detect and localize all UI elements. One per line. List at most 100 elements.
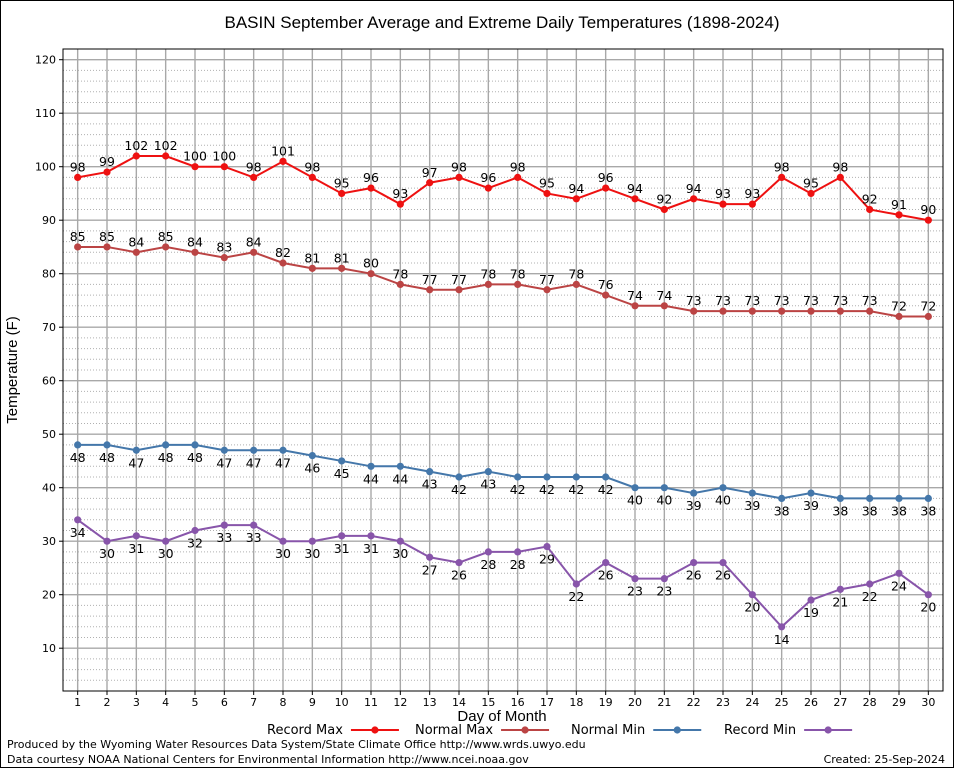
y-tick-label: 50: [42, 428, 56, 441]
data-label-record-max: 93: [744, 186, 760, 201]
data-point-record-max: [74, 173, 82, 181]
data-label-record-min: 26: [451, 568, 467, 583]
data-point-normal-max: [660, 302, 668, 310]
data-point-normal-min: [132, 446, 140, 454]
x-tick-label: 27: [833, 696, 847, 709]
data-point-normal-min: [543, 473, 551, 481]
data-point-normal-max: [250, 248, 258, 256]
data-point-record-max: [367, 184, 375, 192]
data-label-record-min: 30: [99, 546, 115, 561]
data-label-normal-min: 44: [363, 471, 379, 486]
data-point-normal-min: [308, 452, 316, 460]
data-label-normal-max: 81: [304, 250, 320, 265]
legend-label: Record Min: [724, 723, 796, 738]
x-tick-label: 28: [863, 696, 877, 709]
data-point-record-max: [836, 173, 844, 181]
data-point-normal-min: [748, 489, 756, 497]
series-layer: [74, 152, 932, 631]
data-point-normal-max: [924, 312, 932, 321]
data-point-normal-min: [191, 441, 199, 449]
data-point-record-min: [191, 526, 199, 535]
data-label-normal-max: 72: [920, 299, 936, 314]
data-label-normal-max: 72: [891, 299, 907, 314]
data-point-record-max: [866, 205, 874, 214]
legend-label: Record Max: [267, 723, 343, 738]
data-label-record-min: 22: [568, 589, 584, 604]
data-point-record-min: [162, 537, 170, 545]
data-label-record-min: 20: [920, 600, 936, 615]
y-tick-label: 100: [35, 161, 56, 174]
data-label-record-min: 26: [598, 568, 614, 583]
x-tick-label: 11: [364, 696, 378, 709]
x-tick-label: 16: [511, 696, 525, 709]
data-point-record-max: [748, 200, 756, 208]
data-label-record-min: 23: [627, 584, 643, 599]
data-label-normal-min: 48: [158, 450, 174, 465]
data-label-record-min: 30: [304, 546, 320, 561]
data-point-normal-max: [807, 307, 815, 315]
data-label-record-max: 95: [803, 175, 819, 190]
data-point-record-min: [74, 516, 82, 524]
data-label-normal-min: 39: [803, 498, 819, 513]
data-point-record-min: [132, 532, 140, 540]
data-point-normal-max: [836, 307, 844, 315]
data-label-record-min: 20: [744, 600, 760, 615]
data-label-record-max: 94: [627, 181, 643, 196]
data-point-normal-min: [660, 484, 668, 492]
legend-label: Normal Min: [571, 723, 645, 738]
data-point-normal-max: [396, 280, 404, 288]
x-tick-label: 15: [481, 696, 495, 709]
data-point-record-max: [396, 200, 404, 208]
data-point-normal-min: [602, 473, 610, 481]
data-label-record-min: 31: [363, 541, 379, 556]
data-label-record-max: 91: [891, 197, 907, 212]
legend-marker: [371, 726, 379, 734]
data-point-normal-max: [514, 280, 522, 288]
data-point-record-min: [543, 542, 551, 551]
x-tick-label: 20: [628, 696, 642, 709]
data-label-record-max: 94: [686, 181, 702, 196]
data-label-normal-min: 42: [568, 482, 584, 497]
data-point-normal-max: [895, 312, 903, 321]
data-point-normal-min: [396, 462, 404, 470]
data-label-record-min: 30: [392, 546, 408, 561]
data-label-normal-min: 47: [275, 455, 291, 470]
data-point-normal-min: [719, 484, 727, 492]
x-tick-label: 26: [804, 696, 818, 709]
data-label-record-min: 29: [539, 552, 555, 567]
data-point-normal-min: [924, 494, 932, 502]
data-point-normal-max: [279, 259, 287, 267]
y-tick-label: 70: [42, 321, 56, 334]
data-point-normal-max: [220, 254, 228, 262]
x-tick-label: 22: [687, 696, 701, 709]
data-label-normal-min: 42: [539, 482, 555, 497]
data-label-normal-max: 73: [686, 293, 702, 308]
data-point-normal-max: [367, 270, 375, 278]
x-tick-label: 6: [221, 696, 228, 709]
y-tick-label: 30: [42, 535, 56, 548]
data-label-normal-max: 78: [392, 266, 408, 281]
plot-border: [62, 48, 944, 692]
series-line-normal-min: [77, 443, 929, 500]
data-point-normal-max: [631, 302, 639, 310]
data-point-record-min: [660, 575, 668, 583]
data-label-normal-min: 47: [128, 455, 144, 470]
data-point-normal-max: [455, 286, 463, 294]
data-label-record-max: 100: [212, 149, 236, 164]
data-label-record-max: 98: [451, 159, 467, 174]
data-point-normal-max: [74, 243, 82, 251]
data-label-record-max: 94: [568, 181, 584, 196]
data-point-record-min: [308, 537, 316, 545]
data-label-record-max: 97: [422, 165, 438, 180]
data-label-normal-min: 38: [920, 503, 936, 518]
data-label-normal-min: 45: [334, 466, 350, 481]
data-label-normal-max: 84: [128, 234, 144, 249]
x-tick-label: 24: [745, 696, 759, 709]
data-label-normal-max: 80: [363, 256, 379, 271]
data-label-record-max: 90: [920, 202, 936, 217]
data-point-normal-max: [132, 248, 140, 256]
y-tick-label: 40: [42, 482, 56, 495]
data-point-normal-min: [162, 441, 170, 449]
